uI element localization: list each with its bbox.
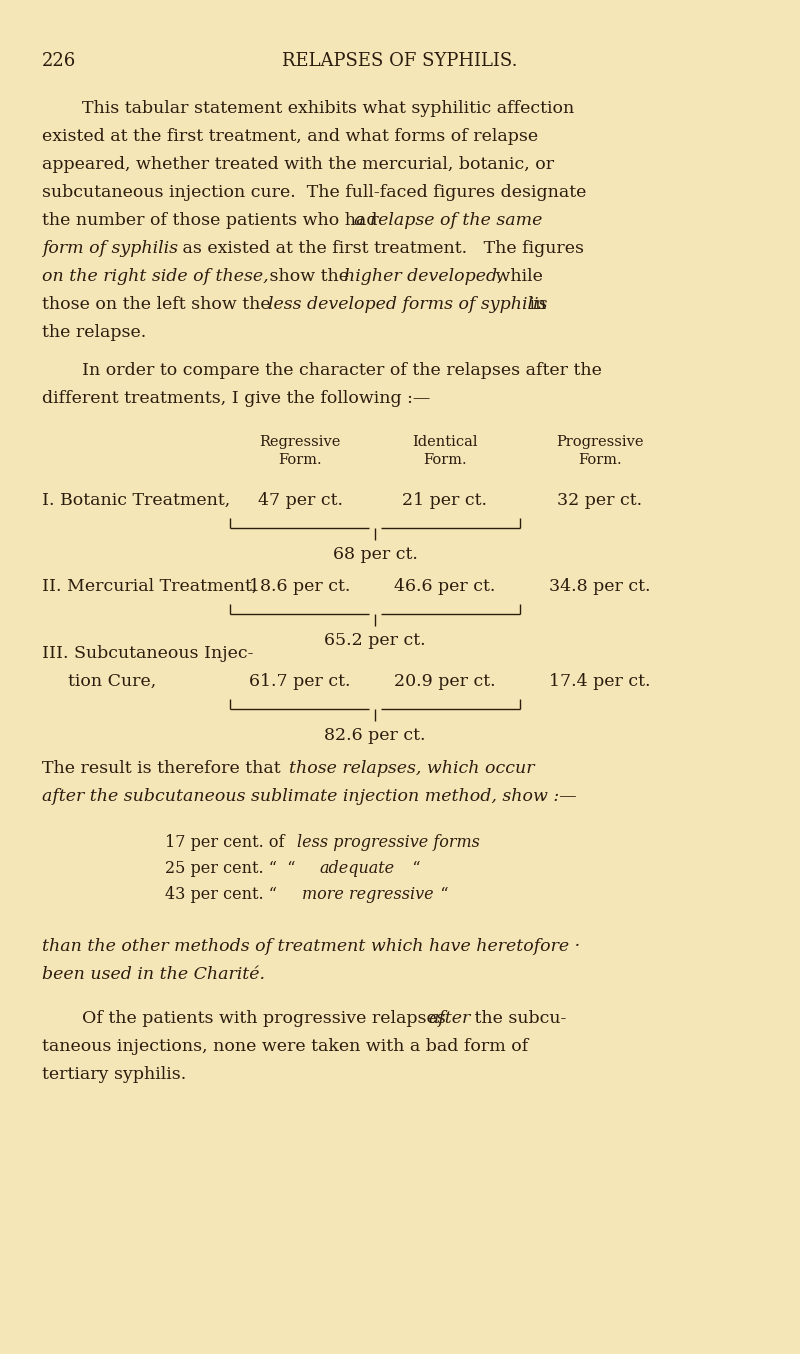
Text: than the other methods of treatment which have heretofore ·: than the other methods of treatment whic… <box>42 938 580 955</box>
Text: 32 per ct.: 32 per ct. <box>558 492 642 509</box>
Text: adequate: adequate <box>319 860 394 877</box>
Text: 18.6 per ct.: 18.6 per ct. <box>250 578 350 594</box>
Text: The result is therefore that: The result is therefore that <box>42 760 286 777</box>
Text: 226: 226 <box>42 51 76 70</box>
Text: show the: show the <box>264 268 354 284</box>
Text: a relapse of the same: a relapse of the same <box>354 213 542 229</box>
Text: Form.: Form. <box>278 454 322 467</box>
Text: as existed at the first treatment.   The figures: as existed at the first treatment. The f… <box>177 240 584 257</box>
Text: existed at the first treatment, and what forms of relapse: existed at the first treatment, and what… <box>42 129 538 145</box>
Text: This tabular statement exhibits what syphilitic affection: This tabular statement exhibits what syp… <box>82 100 574 116</box>
Text: 68 per ct.: 68 per ct. <box>333 546 418 563</box>
Text: higher developed,: higher developed, <box>344 268 502 284</box>
Text: 21 per ct.: 21 per ct. <box>402 492 487 509</box>
Text: 61.7 per ct.: 61.7 per ct. <box>250 673 350 691</box>
Text: In order to compare the character of the relapses after the: In order to compare the character of the… <box>82 362 602 379</box>
Text: subcutaneous injection cure.  The full-faced figures designate: subcutaneous injection cure. The full-fa… <box>42 184 586 200</box>
Text: I. Botanic Treatment,: I. Botanic Treatment, <box>42 492 230 509</box>
Text: Regressive: Regressive <box>259 435 341 450</box>
Text: those relapses, which occur: those relapses, which occur <box>289 760 534 777</box>
Text: form of syphilis: form of syphilis <box>42 240 178 257</box>
Text: tion Cure,: tion Cure, <box>68 673 156 691</box>
Text: in: in <box>524 297 546 313</box>
Text: appeared, whether treated with the mercurial, botanic, or: appeared, whether treated with the mercu… <box>42 156 554 173</box>
Text: the relapse.: the relapse. <box>42 324 146 341</box>
Text: II. Mercurial Treatment,: II. Mercurial Treatment, <box>42 578 258 594</box>
Text: 25 per cent. “  “: 25 per cent. “ “ <box>165 860 306 877</box>
Text: more regressive: more regressive <box>302 886 434 903</box>
Text: Of the patients with progressive relapses: Of the patients with progressive relapse… <box>82 1010 451 1026</box>
Text: 65.2 per ct.: 65.2 per ct. <box>324 632 426 649</box>
Text: on the right side of these,: on the right side of these, <box>42 268 269 284</box>
Text: the number of those patients who had: the number of those patients who had <box>42 213 383 229</box>
Text: those on the left show the: those on the left show the <box>42 297 276 313</box>
Text: Progressive: Progressive <box>556 435 644 450</box>
Text: 43 per cent. “: 43 per cent. “ <box>165 886 282 903</box>
Text: less progressive forms: less progressive forms <box>297 834 480 852</box>
Text: after: after <box>428 1010 470 1026</box>
Text: Form.: Form. <box>423 454 467 467</box>
Text: while: while <box>490 268 543 284</box>
Text: RELAPSES OF SYPHILIS.: RELAPSES OF SYPHILIS. <box>282 51 518 70</box>
Text: III. Subcutaneous Injec-: III. Subcutaneous Injec- <box>42 645 254 662</box>
Text: 17 per cent. of: 17 per cent. of <box>165 834 290 852</box>
Text: 46.6 per ct.: 46.6 per ct. <box>394 578 496 594</box>
Text: been used in the Charité.: been used in the Charité. <box>42 965 265 983</box>
Text: less developed forms of syphilis: less developed forms of syphilis <box>268 297 547 313</box>
Text: taneous injections, none were taken with a bad form of: taneous injections, none were taken with… <box>42 1039 528 1055</box>
Text: 47 per ct.: 47 per ct. <box>258 492 342 509</box>
Text: Form.: Form. <box>578 454 622 467</box>
Text: the subcu-: the subcu- <box>469 1010 566 1026</box>
Text: “: “ <box>397 860 421 877</box>
Text: 82.6 per ct.: 82.6 per ct. <box>324 727 426 743</box>
Text: Identical: Identical <box>412 435 478 450</box>
Text: tertiary syphilis.: tertiary syphilis. <box>42 1066 186 1083</box>
Text: “: “ <box>425 886 449 903</box>
Text: different treatments, I give the following :—: different treatments, I give the followi… <box>42 390 430 408</box>
Text: 34.8 per ct.: 34.8 per ct. <box>550 578 650 594</box>
Text: 17.4 per ct.: 17.4 per ct. <box>550 673 650 691</box>
Text: 20.9 per ct.: 20.9 per ct. <box>394 673 496 691</box>
Text: after the subcutaneous sublimate injection method, show :—: after the subcutaneous sublimate injecti… <box>42 788 577 806</box>
